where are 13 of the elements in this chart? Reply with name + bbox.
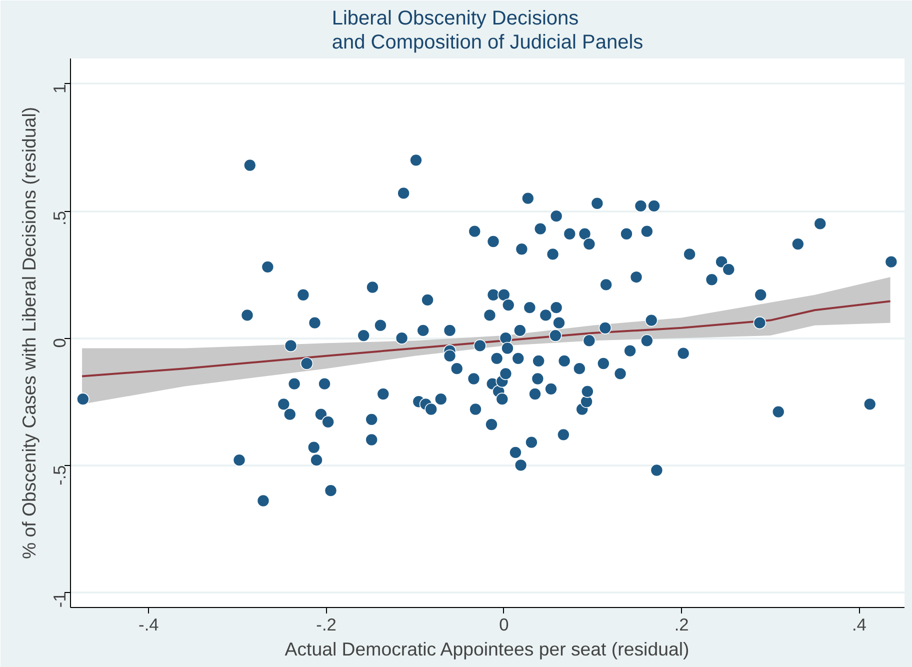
x-axis-title: Actual Democratic Appointees per seat (residual): [284, 638, 690, 660]
y-tick-label: 1: [50, 84, 70, 94]
x-tick-label: .2: [674, 614, 689, 634]
y-tick-label: -1: [50, 592, 70, 608]
y-tick-label: .5: [50, 211, 70, 226]
y-axis-title: % of Obscenity Cases with Liberal Decisions (residual): [18, 106, 40, 560]
y-tick-label: -.5: [50, 465, 70, 486]
x-tick-label: -.4: [138, 614, 160, 634]
x-tick-label: -.2: [316, 614, 336, 634]
x-tick-label: .4: [852, 614, 867, 634]
chart-title: Liberal Obscenity Decisions and Composition of Judicial Panels: [332, 7, 644, 54]
y-tick-label: 0: [50, 338, 70, 348]
x-tick-label: 0: [499, 614, 509, 634]
